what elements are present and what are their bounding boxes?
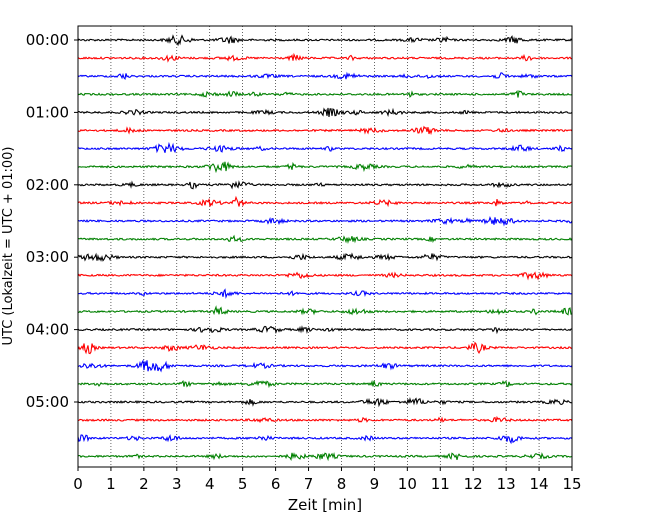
seismogram-trace	[77, 125, 573, 136]
seismogram-trace	[77, 252, 573, 262]
x-tick-label: 7	[304, 475, 314, 493]
seismogram-trace	[77, 359, 573, 373]
seismogram-trace	[77, 216, 573, 227]
x-tick-label: 15	[562, 475, 581, 493]
y-tick-label: 03:00	[26, 248, 69, 266]
seismogram-trace	[77, 396, 573, 408]
seismogram-trace	[77, 180, 573, 190]
seismogram-trace	[77, 89, 573, 98]
seismogram-trace	[77, 161, 573, 174]
seismogram-trace	[77, 379, 573, 389]
plot-frame	[77, 25, 573, 468]
seismogram-trace	[77, 451, 573, 462]
x-tick-label: 5	[238, 475, 248, 493]
x-tick-label: 11	[431, 475, 450, 493]
x-tick-label: 9	[370, 475, 380, 493]
seismogram-trace	[77, 415, 573, 424]
x-tick-label: 10	[398, 475, 417, 493]
seismogram-trace	[77, 71, 573, 80]
seismogram-trace	[77, 195, 573, 208]
seismogram-trace	[77, 434, 573, 445]
x-tick-label: 1	[106, 475, 116, 493]
grid-layer	[110, 26, 540, 467]
x-tick-label: 6	[271, 475, 281, 493]
trace-layer	[77, 34, 573, 462]
seismogram-trace	[77, 271, 573, 281]
y-tick-label: 04:00	[26, 321, 69, 339]
x-tick-label: 8	[337, 475, 347, 493]
seismogram-trace	[77, 52, 573, 63]
x-axis-label: Zeit [min]	[288, 496, 362, 514]
x-tick-label: 3	[172, 475, 182, 493]
seismogram-trace	[77, 107, 573, 118]
y-tick-label: 05:00	[26, 393, 69, 411]
y-tick-label: 00:00	[26, 31, 69, 49]
seismogram-trace	[77, 325, 573, 335]
seismogram-trace	[77, 34, 573, 47]
x-tick-label: 13	[497, 475, 516, 493]
y-axis-label: UTC (Lokalzeit = UTC + 01:00)	[1, 147, 16, 346]
x-tick-label: 2	[139, 475, 149, 493]
x-tick-label: 12	[464, 475, 483, 493]
seismogram-trace	[77, 234, 573, 244]
y-tick-label: 02:00	[26, 176, 69, 194]
x-tick-label: 4	[205, 475, 215, 493]
seismogram-trace	[77, 341, 573, 355]
x-ticks: 0 1 2 3 4 5 6 7 8 9 10 11 12 13 14 15	[73, 467, 582, 493]
x-tick-label: 0	[73, 475, 83, 493]
seismogram-trace	[77, 141, 573, 154]
seismogram-trace	[77, 305, 573, 316]
y-tick-label: 01:00	[26, 103, 69, 121]
seismogram-trace	[77, 288, 573, 299]
y-ticks: 00:00 01:00 02:00 03:00 04:00 05:00	[26, 31, 78, 411]
x-tick-label: 14	[530, 475, 549, 493]
